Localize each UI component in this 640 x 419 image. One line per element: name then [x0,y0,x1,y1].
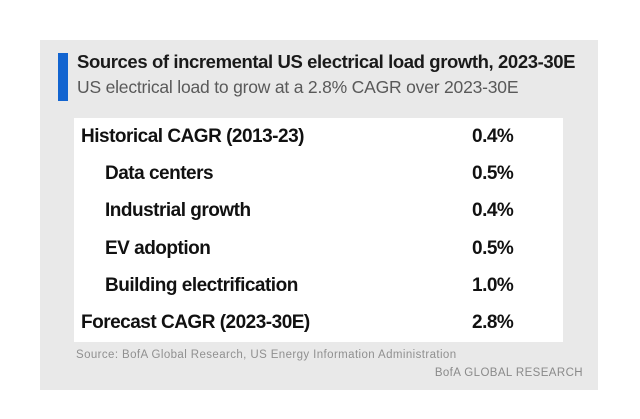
row-label: Data centers [105,162,214,184]
table-row: Industrial growth 0.4% [74,193,563,230]
exhibit-title: Sources of incremental US electrical loa… [77,51,576,72]
row-value: 0.4% [472,200,514,222]
row-value: 0.4% [472,125,514,147]
row-value: 1.0% [472,274,514,296]
accent-bar [58,53,68,101]
row-label: Building electrification [105,274,298,296]
row-value: 0.5% [472,162,514,184]
bofa-global-research-label: BofA GLOBAL RESEARCH [434,367,583,379]
row-value: 2.8% [472,312,514,334]
table-row: Data centers 0.5% [74,155,563,192]
row-value: 0.5% [472,237,514,259]
exhibit-subtitle: US electrical load to grow at a 2.8% CAG… [77,77,519,98]
table-row: Forecast CAGR (2023-30E) 2.8% [74,305,563,342]
table-row: Building electrification 1.0% [74,267,563,304]
row-label: Industrial growth [105,200,251,222]
exhibit-header: Sources of incremental US electrical loa… [77,51,582,98]
table-row: Historical CAGR (2013-23) 0.4% [74,118,563,155]
row-label: Forecast CAGR (2023-30E) [81,312,310,334]
source-attribution: Source: BofA Global Research, US Energy … [76,349,457,361]
row-label: Historical CAGR (2013-23) [81,125,304,147]
exhibit-card: Sources of incremental US electrical loa… [40,40,598,390]
table-row: EV adoption 0.5% [74,230,563,267]
row-label: EV adoption [105,237,211,259]
cagr-table: Historical CAGR (2013-23) 0.4% Data cent… [74,118,563,342]
